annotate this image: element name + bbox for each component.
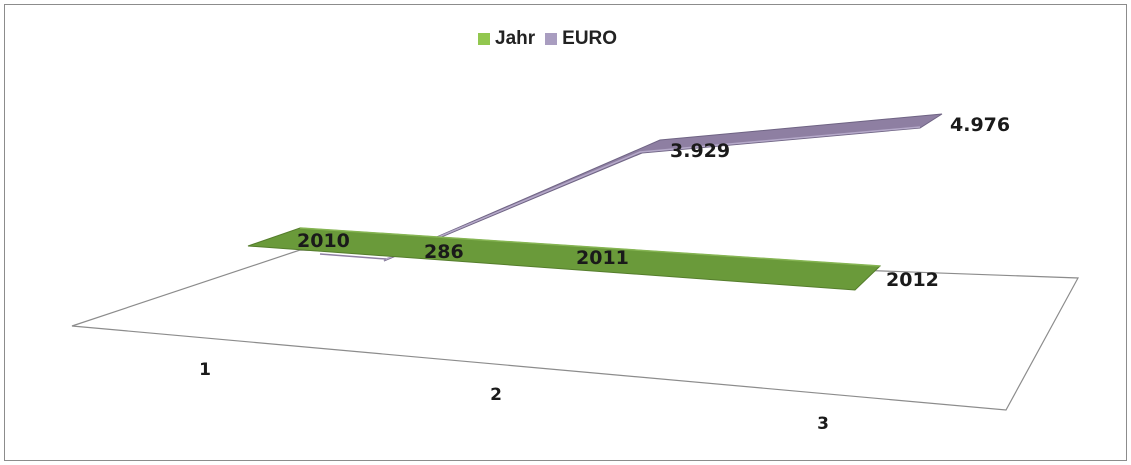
data-label-euro: 3.929 [670,140,730,162]
data-label-euro: 4.976 [950,114,1010,136]
legend-label-euro: EURO [562,28,618,49]
series-euro-tail [319,253,387,260]
x-tick-label: 2 [490,385,502,405]
floor-plane [71,249,1079,411]
data-label-euro: 286 [424,241,464,263]
chart-legend: Jahr EURO [478,28,627,50]
data-label-jahr: 2012 [886,269,939,291]
legend-label-jahr: Jahr [495,28,536,49]
x-tick-label: 3 [817,414,829,434]
legend-swatch-euro [545,33,558,45]
legend-swatch-jahr [478,33,490,45]
legend-item-jahr: Jahr [478,28,535,50]
chart-frame [4,4,1127,461]
series-jahr-top-edge [299,227,881,267]
series-euro-ribbon [383,113,943,262]
data-label-jahr: 2011 [576,247,629,269]
data-label-jahr: 2010 [297,230,350,252]
series-euro-line [383,126,921,261]
x-tick-label: 1 [199,360,211,380]
legend-item-euro: EURO [545,28,617,50]
